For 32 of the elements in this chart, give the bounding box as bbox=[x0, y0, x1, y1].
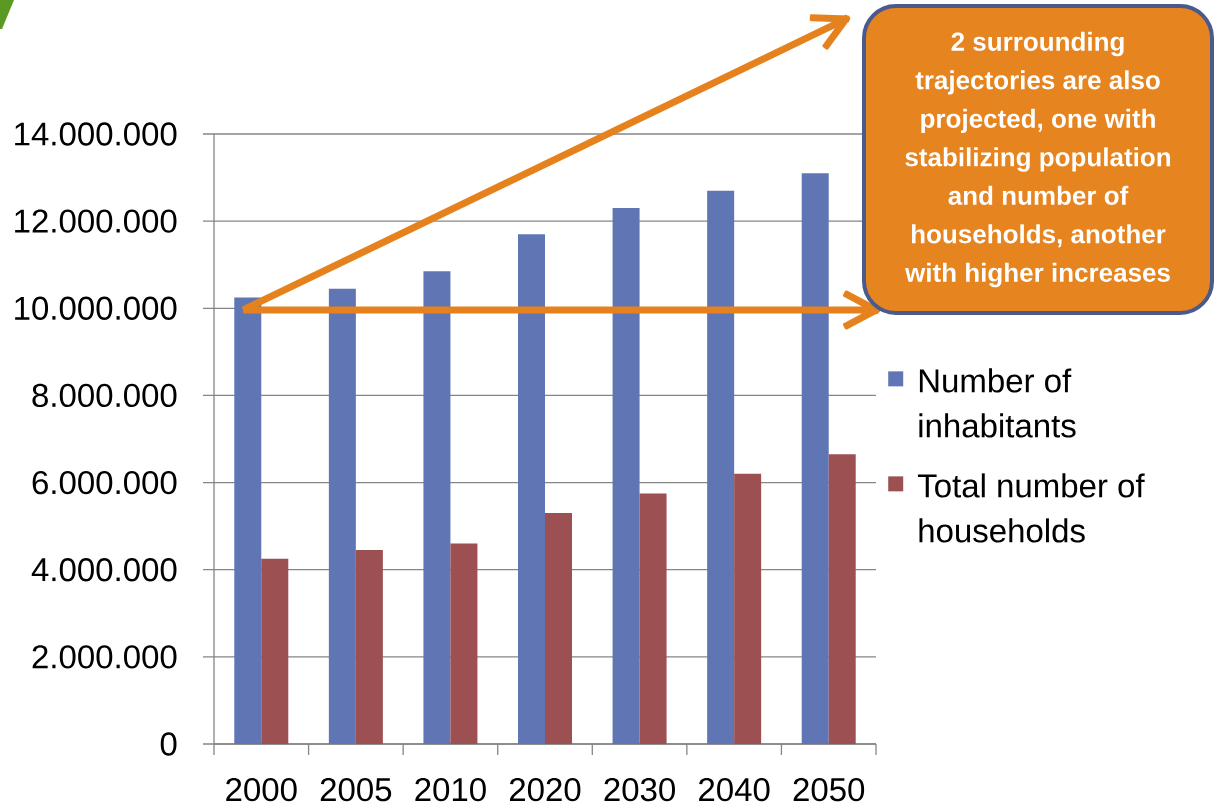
text: 2 surrounding trajectories are also projected, one with stabilizing population and number of households, another with higher increases bbox=[905, 31, 1171, 288]
x-tick-label: 2050 bbox=[793, 777, 865, 802]
x-tick-label: 2010 bbox=[415, 777, 486, 802]
y-tick-label: 2.000.000 bbox=[32, 645, 177, 669]
x-tick-label: 2030 bbox=[604, 777, 675, 802]
y-tick-label: 14.000.000 bbox=[15, 122, 177, 146]
x-tick-label: 2005 bbox=[320, 777, 392, 802]
bar bbox=[261, 558, 289, 744]
bar bbox=[734, 473, 762, 744]
y-tick-label: 6.000.000 bbox=[32, 470, 177, 495]
bar bbox=[801, 173, 829, 744]
y-tick-label: 10.000.000 bbox=[15, 296, 177, 320]
y-tick-label: 12.000.000 bbox=[15, 209, 177, 233]
bar bbox=[545, 513, 573, 744]
bar bbox=[328, 288, 356, 744]
bar bbox=[355, 550, 383, 744]
y-tick-label: 0 bbox=[160, 732, 177, 756]
x-tick-label: 2040 bbox=[699, 777, 770, 802]
x-tick-label: 2000 bbox=[226, 777, 297, 802]
legend-label: Number of inhabitants bbox=[919, 368, 1076, 438]
y-tick-label: 4.000.000 bbox=[31, 558, 177, 582]
bar bbox=[707, 190, 735, 744]
x-tick-label: 2020 bbox=[509, 777, 581, 802]
bar bbox=[612, 208, 640, 744]
bar bbox=[234, 297, 262, 744]
bar bbox=[518, 234, 546, 744]
bar bbox=[828, 454, 856, 744]
bar bbox=[450, 543, 478, 744]
bar bbox=[639, 493, 667, 744]
legend-label: Total number of households bbox=[917, 473, 1145, 543]
y-tick-label: 8.000.000 bbox=[32, 383, 177, 408]
bar bbox=[423, 271, 451, 744]
